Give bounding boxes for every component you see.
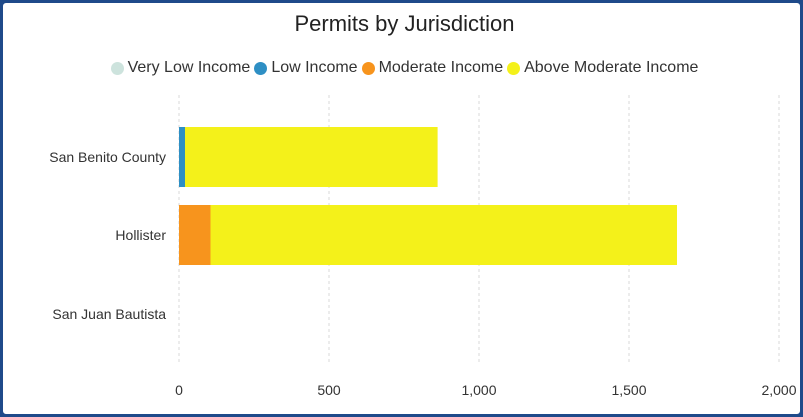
category-label-san-juan-bautista: San Juan Bautista [52,306,166,322]
x-tick-label-2000: 2,000 [761,382,796,398]
x-tick-label-0: 0 [175,382,183,398]
chart-legend: Very Low Income Low Income Moderate Inco… [3,58,800,78]
legend-swatch-moderate-income [361,61,375,75]
category-label-hollister: Hollister [115,227,166,243]
bar-hollister-moderate-income[interactable] [179,205,211,265]
legend-item-low-income[interactable]: Low Income [254,59,358,77]
legend-swatch-above-moderate-income [507,61,521,75]
category-label-san-benito-county: San Benito County [49,149,166,165]
x-tick-label-1500: 1,500 [611,382,646,398]
x-tick-label-1000: 1,000 [461,382,496,398]
bar-san-benito-county-above-moderate-income[interactable] [185,127,438,187]
legend-label-above-moderate-income: Above Moderate Income [524,59,699,76]
legend-label-very-low-income: Very Low Income [127,59,251,76]
legend-swatch-very-low-income [110,61,124,75]
legend-label-moderate-income: Moderate Income [378,59,504,76]
legend-item-very-low-income[interactable]: Very Low Income [110,59,251,77]
bar-san-benito-county-low-income[interactable] [179,127,185,187]
legend-label-low-income: Low Income [271,59,358,76]
chart-title: Permits by Jurisdiction [294,11,515,36]
x-tick-label-500: 500 [317,382,341,398]
legend-item-above-moderate-income[interactable]: Above Moderate Income [507,59,698,77]
legend-swatch-low-income [254,61,268,75]
bar-hollister-above-moderate-income[interactable] [210,205,678,265]
legend-item-moderate-income[interactable]: Moderate Income [361,59,504,77]
